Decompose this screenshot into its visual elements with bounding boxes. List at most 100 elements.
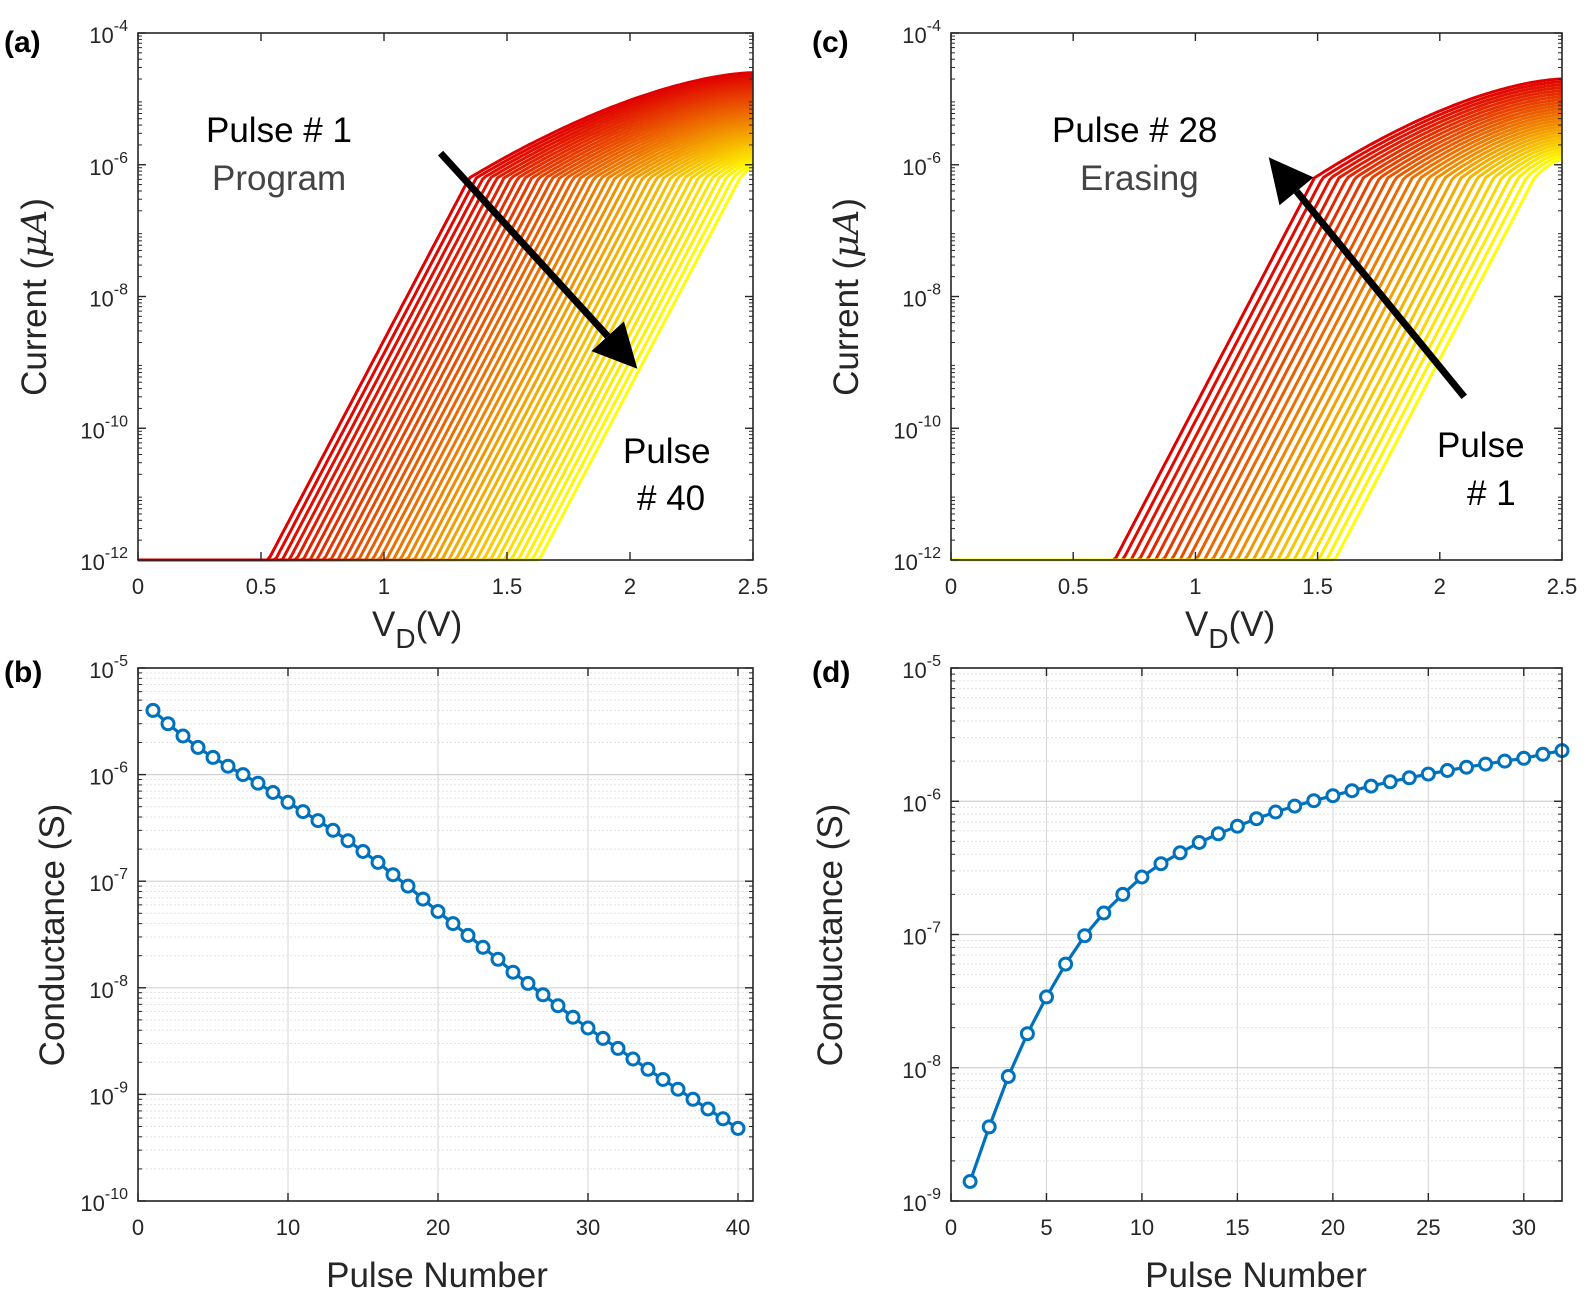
y-tick-label: 10-7 <box>902 920 941 950</box>
data-point <box>580 1020 596 1036</box>
x-tick-label: 25 <box>1416 1215 1440 1240</box>
x-tick-label: 30 <box>576 1215 600 1240</box>
data-point <box>145 702 161 718</box>
panel-d-xlabel: Pulse Number <box>1145 1256 1367 1295</box>
x-tick-label: 0 <box>945 574 957 599</box>
data-point <box>520 975 536 991</box>
panel-b-ticks <box>137 667 753 1202</box>
data-point <box>355 844 371 859</box>
panel-a-annotation-40: # 40 <box>637 479 705 518</box>
y-tick-label: 10-9 <box>89 1079 128 1109</box>
data-point <box>1096 905 1112 921</box>
data-point <box>670 1081 686 1097</box>
x-tick-label: 0 <box>132 574 144 599</box>
panel-a-annotation-program: Program <box>212 159 346 198</box>
panel-c-arrow <box>1268 157 1467 400</box>
arrow-head <box>591 321 638 369</box>
x-tick-label: 0.5 <box>1058 574 1089 599</box>
x-tick-label: 1 <box>1189 574 1201 599</box>
data-point <box>205 749 221 765</box>
panel-d-label: (d) <box>812 656 850 689</box>
panel-c-ytick-labels: 10-12 10-10 10-8 10-6 10-4 <box>893 18 941 575</box>
panel-d-xtick-labels: 0 5 10 15 20 25 30 <box>945 1215 1536 1240</box>
data-point <box>295 804 311 820</box>
panel-d-grid <box>950 667 1562 1202</box>
panel-b-xlabel: Pulse Number <box>326 1256 548 1295</box>
x-tick-label: 20 <box>1321 1215 1345 1240</box>
data-point <box>962 1174 978 1189</box>
data-point <box>1268 804 1284 820</box>
panel-c-label: (c) <box>812 26 849 59</box>
data-point <box>565 1009 581 1025</box>
data-point <box>220 758 236 774</box>
x-tick-label: 10 <box>276 1215 300 1240</box>
y-tick-label: 10-4 <box>902 18 941 48</box>
panel-d-ytick-labels: 10-9 10-8 10-7 10-6 10-5 <box>902 653 941 1216</box>
data-point <box>1019 1026 1035 1042</box>
panel-d-ticks <box>950 667 1562 1202</box>
data-point <box>370 854 386 870</box>
data-point <box>1535 746 1551 762</box>
x-tick-label: 0.5 <box>246 574 277 599</box>
y-tick-label: 10-12 <box>80 545 128 575</box>
y-tick-label: 10-8 <box>902 282 941 312</box>
data-point <box>1229 818 1245 834</box>
data-point <box>715 1111 731 1127</box>
data-point <box>400 878 416 894</box>
data-point <box>340 833 356 849</box>
data-point <box>265 785 281 800</box>
data-point <box>1344 783 1360 799</box>
data-point <box>1058 956 1074 972</box>
data-point <box>1459 759 1474 775</box>
data-point <box>981 1119 997 1135</box>
y-tick-label: 10-9 <box>902 1186 941 1216</box>
data-point <box>190 739 206 755</box>
panel-b-xtick-labels: 0 10 20 30 40 <box>132 1215 750 1240</box>
data-point <box>610 1040 626 1056</box>
data-point <box>1134 869 1150 885</box>
data-point <box>1153 856 1169 872</box>
y-tick-label: 10-12 <box>893 545 941 575</box>
y-tick-label: 10-5 <box>902 653 941 683</box>
x-tick-label: 1 <box>378 574 390 599</box>
data-point <box>430 904 446 919</box>
data-point <box>160 716 176 732</box>
panel-a-annotation-pulse: Pulse <box>623 432 711 471</box>
data-point <box>1287 798 1303 814</box>
data-point <box>1306 793 1322 809</box>
panel-c-xlabel: VD(V) <box>1185 605 1275 654</box>
data-point <box>505 964 521 980</box>
data-point <box>1363 778 1379 794</box>
panel-a-annotation-pulse-1: Pulse # 1 <box>206 111 352 150</box>
x-tick-label: 5 <box>1040 1215 1052 1240</box>
data-point <box>1478 756 1494 772</box>
data-point <box>730 1120 746 1136</box>
data-point <box>1172 845 1188 861</box>
data-point <box>1077 928 1093 944</box>
data-point <box>1382 774 1398 790</box>
data-point <box>625 1051 641 1067</box>
data-point <box>325 822 341 838</box>
y-tick-label: 10-8 <box>89 973 128 1003</box>
arrow-head <box>1268 157 1314 206</box>
y-tick-label: 10-6 <box>89 760 128 790</box>
y-tick-label: 10-10 <box>893 413 941 443</box>
y-tick-label: 10-6 <box>89 150 128 180</box>
data-point <box>250 775 266 791</box>
data-point <box>1115 886 1131 902</box>
x-tick-label: 1.5 <box>1302 574 1333 599</box>
x-tick-label: 1.5 <box>492 574 523 599</box>
panel-c-annotation-pulse-28: Pulse # 28 <box>1052 111 1217 150</box>
y-tick-label: 10-6 <box>902 150 941 180</box>
data-point <box>640 1061 656 1077</box>
data-point <box>535 987 551 1003</box>
data-point <box>445 916 461 932</box>
data-point <box>385 867 401 883</box>
data-point <box>415 891 431 907</box>
arrow-shaft <box>1293 189 1467 400</box>
panel-b-ytick-labels: 10-10 10-9 10-8 10-7 10-6 10-5 <box>80 653 128 1216</box>
data-point <box>310 813 326 829</box>
panel-a-xtick-labels: 0 0.5 1 1.5 2 2.5 <box>132 574 768 599</box>
panel-c-annotation-erasing: Erasing <box>1080 159 1199 198</box>
